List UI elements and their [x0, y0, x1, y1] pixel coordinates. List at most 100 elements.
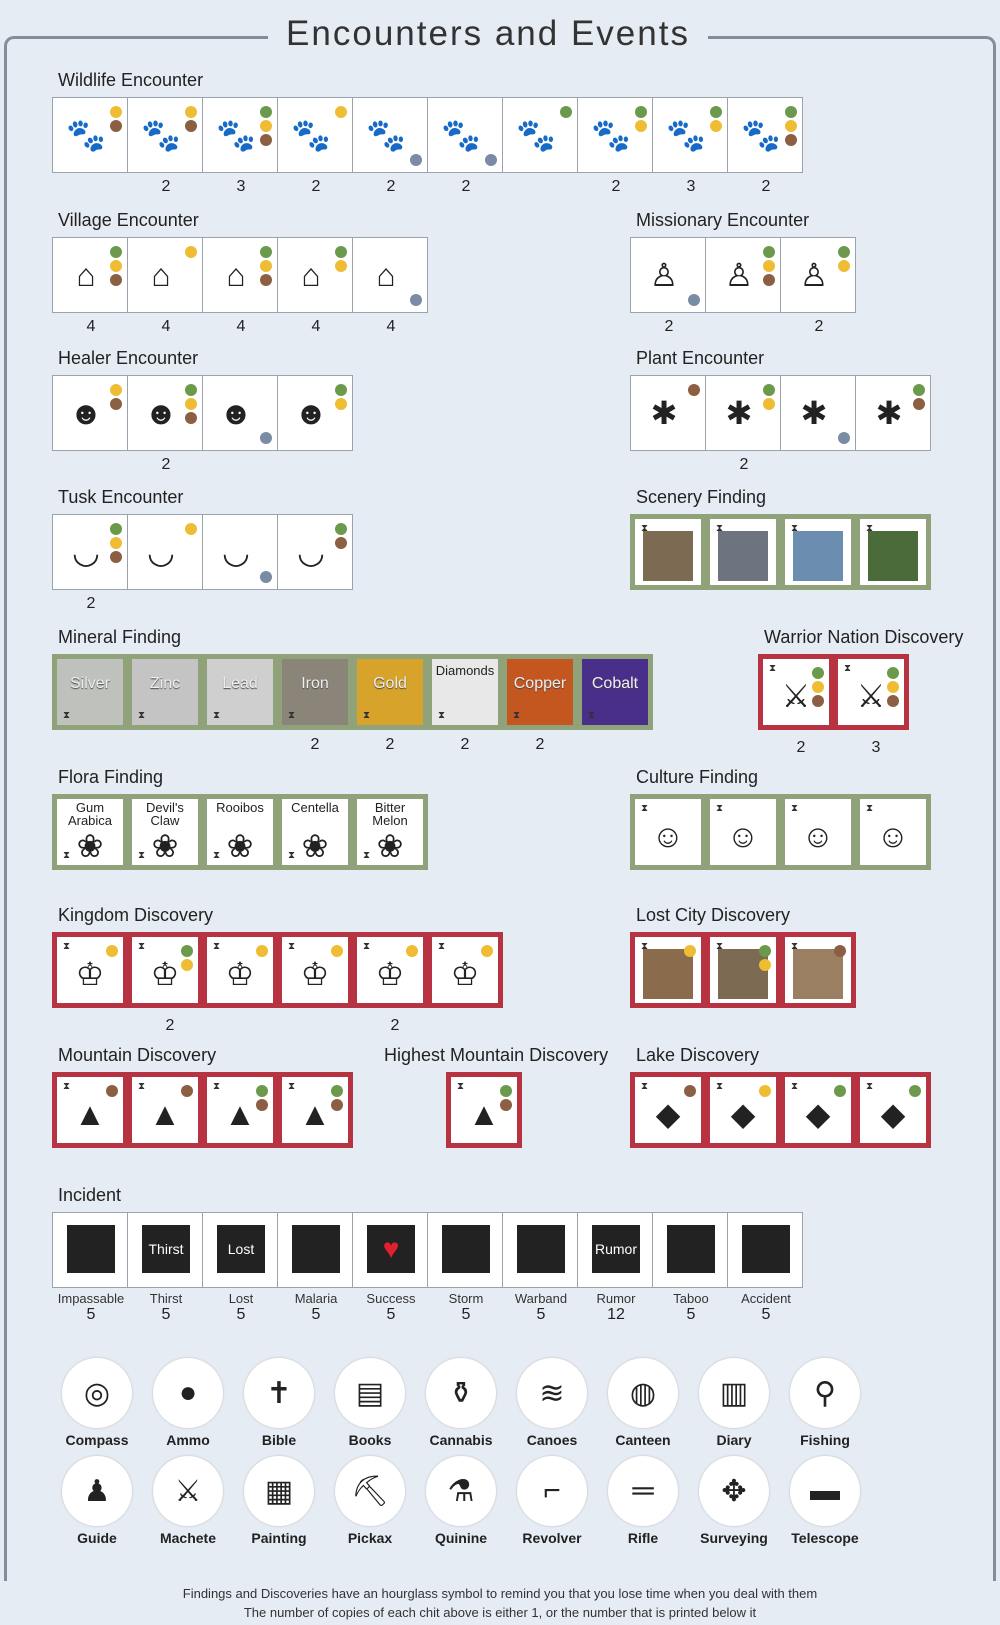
wildlife-tile[interactable]: 🐾: [502, 97, 578, 173]
incident-tile[interactable]: Warband 5: [502, 1212, 578, 1323]
incident-tile[interactable]: Impassable 5: [52, 1212, 128, 1323]
wildlife-tile[interactable]: 🐾 2: [277, 97, 353, 195]
plant-tile[interactable]: ✱ 2: [705, 375, 781, 473]
incident-tile[interactable]: Storm 5: [427, 1212, 503, 1323]
flora-tile[interactable]: Centella ❀ ⧗: [277, 794, 353, 870]
flora-tile[interactable]: Devil's Claw ❀ ⧗: [127, 794, 203, 870]
highest-tile[interactable]: ▲ ⧗: [446, 1072, 522, 1148]
item-painting[interactable]: ▦ Painting: [234, 1456, 324, 1546]
incident-tile[interactable]: Accident 5: [727, 1212, 803, 1323]
missionary-tile[interactable]: ♙: [705, 237, 781, 313]
mineral-tile[interactable]: Zinc ⧗: [127, 654, 203, 730]
item-books[interactable]: ▤ Books: [325, 1358, 415, 1448]
item-diary[interactable]: ▥ Diary: [689, 1358, 779, 1448]
kingdom-tile[interactable]: ♔ ⧗ 2: [127, 932, 203, 1034]
item-rifle[interactable]: ═ Rifle: [598, 1456, 688, 1546]
scenery-tile[interactable]: ⧗: [705, 514, 781, 590]
lake-tile[interactable]: ◆ ⧗: [630, 1072, 706, 1148]
mountain-tile[interactable]: ▲ ⧗: [277, 1072, 353, 1148]
item-bible[interactable]: ✝ Bible: [234, 1358, 324, 1448]
plant-tile[interactable]: ✱: [780, 375, 856, 451]
plant-tile[interactable]: ✱: [630, 375, 706, 451]
incident-tile[interactable]: Taboo 5: [652, 1212, 728, 1323]
lostcity-tile[interactable]: ⧗: [630, 932, 706, 1008]
item-machete[interactable]: ⚔ Machete: [143, 1456, 233, 1546]
warrior-tile[interactable]: ⚔ ⧗ 2: [758, 654, 834, 756]
item-fishing[interactable]: ⚲ Fishing: [780, 1358, 870, 1448]
kingdom-tile[interactable]: ♔ ⧗: [202, 932, 278, 1008]
culture-tile[interactable]: ☺ ⧗: [780, 794, 856, 870]
warrior-tile[interactable]: ⚔ ⧗ 3: [833, 654, 909, 756]
item-quinine[interactable]: ⚗ Quinine: [416, 1456, 506, 1546]
missionary-tile[interactable]: ♙ 2: [780, 237, 856, 335]
mineral-tile[interactable]: Silver ⧗: [52, 654, 128, 730]
wildlife-tile[interactable]: 🐾 3: [202, 97, 278, 195]
mountain-tile[interactable]: ▲ ⧗: [127, 1072, 203, 1148]
dot: [909, 1085, 921, 1097]
item-pickax[interactable]: ⛏ Pickax: [325, 1456, 415, 1546]
plant-tile[interactable]: ✱: [855, 375, 931, 451]
healer-tile[interactable]: ☻: [277, 375, 353, 451]
wildlife-tile[interactable]: 🐾 3: [652, 97, 728, 195]
item-cannabis[interactable]: ⚱ Cannabis: [416, 1358, 506, 1448]
healer-tile[interactable]: ☻: [202, 375, 278, 451]
scenery-tile[interactable]: ⧗: [855, 514, 931, 590]
item-guide[interactable]: ♟ Guide: [52, 1456, 142, 1546]
kingdom-tile[interactable]: ♔ ⧗: [52, 932, 128, 1008]
item-canteen[interactable]: ◍ Canteen: [598, 1358, 688, 1448]
mineral-tile[interactable]: Diamonds ⧗ 2: [427, 654, 503, 753]
culture-tile[interactable]: ☺ ⧗: [855, 794, 931, 870]
flora-tile[interactable]: Gum Arabica ❀ ⧗: [52, 794, 128, 870]
mineral-tile[interactable]: Cobalt ⧗: [577, 654, 653, 730]
scenery-tile[interactable]: ⧗: [780, 514, 856, 590]
item-surveying[interactable]: ✥ Surveying: [689, 1456, 779, 1546]
item-compass[interactable]: ◎ Compass: [52, 1358, 142, 1448]
incident-tile[interactable]: Thirst Thirst 5: [127, 1212, 203, 1323]
lake-tile[interactable]: ◆ ⧗: [780, 1072, 856, 1148]
missionary-tile[interactable]: ♙ 2: [630, 237, 706, 335]
mountain-tile[interactable]: ▲ ⧗: [52, 1072, 128, 1148]
mineral-tile[interactable]: Iron ⧗ 2: [277, 654, 353, 753]
mineral-tile[interactable]: Lead ⧗: [202, 654, 278, 730]
item-revolver[interactable]: ⌐ Revolver: [507, 1456, 597, 1546]
mineral-tile[interactable]: Copper ⧗ 2: [502, 654, 578, 753]
mountain-tile[interactable]: ▲ ⧗: [202, 1072, 278, 1148]
healer-tile[interactable]: ☻: [52, 375, 128, 451]
village-tile[interactable]: ⌂ 4: [127, 237, 203, 335]
incident-tile[interactable]: Rumor Rumor 12: [577, 1212, 653, 1323]
lake-tile[interactable]: ◆ ⧗: [855, 1072, 931, 1148]
tusk-tile[interactable]: ◡: [202, 514, 278, 590]
lostcity-tile[interactable]: ⧗: [705, 932, 781, 1008]
village-tile[interactable]: ⌂ 4: [277, 237, 353, 335]
healer-tile[interactable]: ☻ 2: [127, 375, 203, 473]
culture-tile[interactable]: ☺ ⧗: [705, 794, 781, 870]
wildlife-tile[interactable]: 🐾 2: [352, 97, 428, 195]
village-tile[interactable]: ⌂ 4: [202, 237, 278, 335]
item-ammo[interactable]: ● Ammo: [143, 1358, 233, 1448]
wildlife-tile[interactable]: 🐾 2: [127, 97, 203, 195]
village-tile[interactable]: ⌂ 4: [352, 237, 428, 335]
incident-tile[interactable]: Lost Lost 5: [202, 1212, 278, 1323]
flora-tile[interactable]: Rooibos ❀ ⧗: [202, 794, 278, 870]
item-canoes[interactable]: ≋ Canoes: [507, 1358, 597, 1448]
incident-tile[interactable]: ♥ Success 5: [352, 1212, 428, 1323]
wildlife-tile[interactable]: 🐾 2: [427, 97, 503, 195]
kingdom-tile[interactable]: ♔ ⧗: [277, 932, 353, 1008]
lake-tile[interactable]: ◆ ⧗: [705, 1072, 781, 1148]
culture-tile[interactable]: ☺ ⧗: [630, 794, 706, 870]
village-tile[interactable]: ⌂ 4: [52, 237, 128, 335]
item-telescope[interactable]: ▬ Telescope: [780, 1456, 870, 1546]
mineral-tile[interactable]: Gold ⧗ 2: [352, 654, 428, 753]
wildlife-tile[interactable]: 🐾 2: [577, 97, 653, 195]
wildlife-tile[interactable]: 🐾: [52, 97, 128, 173]
tusk-tile[interactable]: ◡ 2: [52, 514, 128, 612]
wildlife-tile[interactable]: 🐾 2: [727, 97, 803, 195]
incident-tile[interactable]: Malaria 5: [277, 1212, 353, 1323]
kingdom-tile[interactable]: ♔ ⧗: [427, 932, 503, 1008]
tusk-tile[interactable]: ◡: [277, 514, 353, 590]
kingdom-tile[interactable]: ♔ ⧗ 2: [352, 932, 428, 1034]
scenery-tile[interactable]: ⧗: [630, 514, 706, 590]
lostcity-tile[interactable]: ⧗: [780, 932, 856, 1008]
tusk-tile[interactable]: ◡: [127, 514, 203, 590]
flora-tile[interactable]: Bitter Melon ❀ ⧗: [352, 794, 428, 870]
